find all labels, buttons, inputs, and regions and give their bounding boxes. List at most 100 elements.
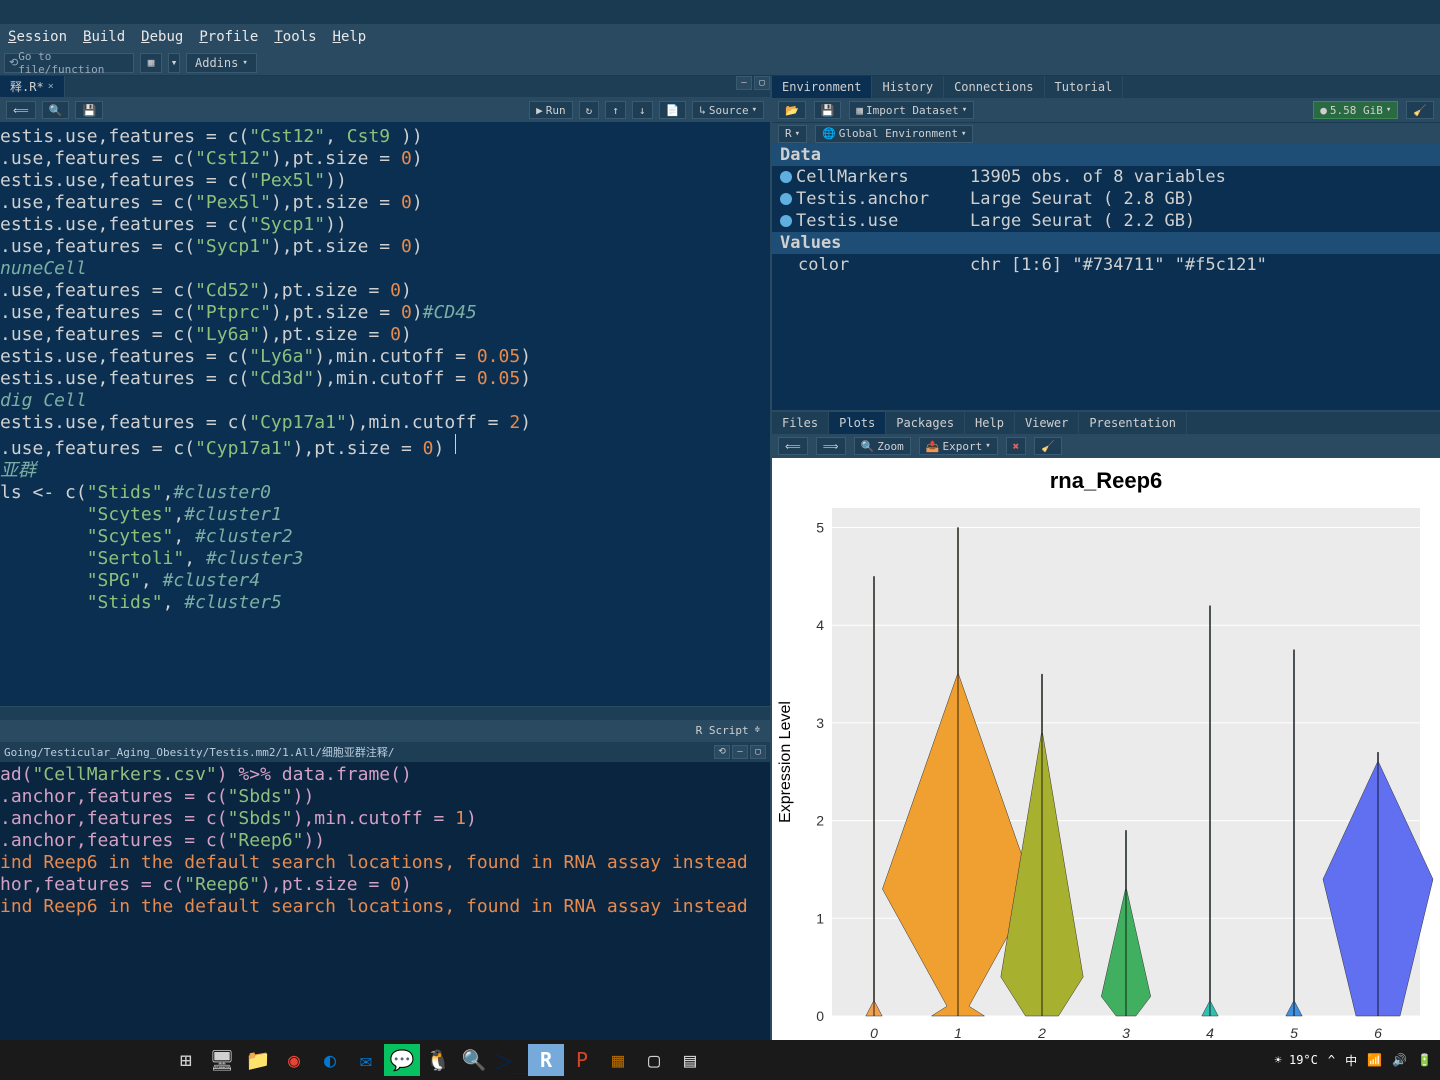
code-line[interactable]: nuneCell — [0, 258, 770, 280]
plots-tab-presentation[interactable]: Presentation — [1079, 412, 1187, 434]
menu-help[interactable]: Help — [333, 29, 367, 45]
memory-usage-indicator[interactable]: ● 5.58 GiB ▾ — [1313, 101, 1398, 119]
env-tab-connections[interactable]: Connections — [944, 76, 1044, 98]
r-engine-selector[interactable]: R ▾ — [778, 125, 807, 143]
plots-tab-plots[interactable]: Plots — [829, 412, 886, 434]
file-type-dropdown-icon[interactable]: ≑ — [755, 725, 760, 735]
qq-icon[interactable]: 🐧 — [420, 1044, 456, 1076]
code-line[interactable]: estis.use,features = c("Cyp17a1"),min.cu… — [0, 412, 770, 434]
load-workspace-icon[interactable]: 📂 — [778, 101, 806, 119]
code-line[interactable]: .use,features = c("Sycp1"),pt.size = 0) — [0, 236, 770, 258]
volume-icon[interactable]: 🔊 — [1392, 1053, 1407, 1067]
terminal-icon[interactable]: ▢ — [636, 1044, 672, 1076]
go-to-file-input[interactable]: ⟲ Go to file/function — [4, 53, 134, 73]
code-line[interactable]: "Scytes", #cluster2 — [0, 526, 770, 548]
notebook-icon[interactable]: 📄 — [659, 101, 687, 119]
zoom-button[interactable]: 🔍 Zoom — [854, 437, 911, 455]
edge-icon[interactable]: ◐ — [312, 1044, 348, 1076]
taskbar-app-1[interactable]: 🖥 — [204, 1044, 240, 1076]
file-explorer-icon[interactable]: 📁 — [240, 1044, 276, 1076]
clear-workspace-icon[interactable]: 🧹 — [1406, 101, 1434, 119]
code-line[interactable]: 亚群 — [0, 460, 770, 482]
code-line[interactable]: .use,features = c("Cd52"),pt.size = 0) — [0, 280, 770, 302]
env-scope-selector[interactable]: 🌐 Global Environment ▾ — [815, 125, 973, 143]
back-nav-icon[interactable]: ⟸ — [6, 101, 36, 119]
code-line[interactable]: estis.use,features = c("Pex5l")) — [0, 170, 770, 192]
code-line[interactable]: .use,features = c("Pex5l"),pt.size = 0) — [0, 192, 770, 214]
menu-debug[interactable]: Debug — [141, 29, 183, 45]
powerpoint-icon[interactable]: P — [564, 1044, 600, 1076]
code-line[interactable]: .use,features = c("Cyp17a1"),pt.size = 0… — [0, 434, 770, 460]
rerun-icon[interactable]: ↻ — [579, 101, 600, 119]
code-line[interactable]: estis.use,features = c("Sycp1")) — [0, 214, 770, 236]
env-value-row[interactable]: colorchr [1:6] "#734711" "#f5c121" — [772, 254, 1440, 276]
env-tab-tutorial[interactable]: Tutorial — [1045, 76, 1124, 98]
menu-session[interactable]: Session — [8, 29, 67, 45]
windows-taskbar[interactable]: ⊞ 🖥 📁 ◉ ◐ ✉ 💬 🐧 🔍 ＞_ R P ▦ ▢ ▤ ☀ 19°C ^ … — [0, 1040, 1440, 1080]
powershell-icon[interactable]: ＞_ — [492, 1044, 528, 1076]
file-type-label[interactable]: R Script — [696, 724, 749, 737]
clear-console-icon[interactable]: ⟲ — [714, 745, 730, 759]
code-line[interactable]: estis.use,features = c("Cd3d"),min.cutof… — [0, 368, 770, 390]
console-output[interactable]: ad("CellMarkers.csv") %>% data.frame().a… — [0, 762, 770, 920]
code-line[interactable]: .use,features = c("Cst12"),pt.size = 0) — [0, 148, 770, 170]
code-line[interactable]: "Stids", #cluster5 — [0, 592, 770, 614]
wechat-icon[interactable]: 💬 — [384, 1044, 420, 1076]
code-line[interactable]: ls <- c("Stids",#cluster0 — [0, 482, 770, 504]
expand-object-icon[interactable] — [780, 215, 792, 227]
plots-tab-packages[interactable]: Packages — [886, 412, 965, 434]
tray-chevron-icon[interactable]: ^ — [1328, 1053, 1335, 1067]
plot-next-icon[interactable]: ⟹ — [816, 437, 846, 455]
source-file-tab[interactable]: 释.R* × — [0, 76, 65, 97]
plots-tab-viewer[interactable]: Viewer — [1015, 412, 1079, 434]
export-button[interactable]: 📤 Export ▾ — [919, 437, 998, 455]
weather-widget[interactable]: ☀ 19°C — [1275, 1053, 1318, 1067]
code-line[interactable]: estis.use,features = c("Ly6a"),min.cutof… — [0, 346, 770, 368]
code-editor[interactable]: estis.use,features = c("Cst12", Cst9 )).… — [0, 122, 770, 706]
menu-build[interactable]: Build — [83, 29, 125, 45]
wifi-icon[interactable]: 📶 — [1367, 1053, 1382, 1067]
env-data-row[interactable]: Testis.anchorLarge Seurat ( 2.8 GB) — [772, 188, 1440, 210]
code-line[interactable]: "Sertoli", #cluster3 — [0, 548, 770, 570]
source-button[interactable]: ↳ Source ▾ — [692, 101, 764, 119]
save-icon[interactable]: 💾 — [75, 101, 103, 119]
battery-icon[interactable]: 🔋 — [1417, 1053, 1432, 1067]
calendar-icon[interactable]: ▤ — [672, 1044, 708, 1076]
code-line[interactable]: estis.use,features = c("Cst12", Cst9 )) — [0, 126, 770, 148]
env-tab-environment[interactable]: Environment — [772, 76, 872, 98]
taskview-icon[interactable]: ⊞ — [168, 1044, 204, 1076]
down-chunk-icon[interactable]: ↓ — [632, 101, 653, 119]
show-doc-icon[interactable]: 🔍 — [42, 101, 70, 119]
code-line[interactable]: dig Cell — [0, 390, 770, 412]
expand-object-icon[interactable] — [780, 193, 792, 205]
chrome-icon[interactable]: ◉ — [276, 1044, 312, 1076]
up-chunk-icon[interactable]: ↑ — [605, 101, 626, 119]
grid-view-button[interactable]: ▦ — [140, 53, 162, 73]
everything-icon[interactable]: 🔍 — [456, 1044, 492, 1076]
code-line[interactable]: .use,features = c("Ly6a"),pt.size = 0) — [0, 324, 770, 346]
remove-plot-icon[interactable]: ✖ — [1006, 437, 1027, 455]
maximize-pane-icon[interactable]: ▢ — [754, 76, 770, 90]
save-workspace-icon[interactable]: 💾 — [814, 101, 842, 119]
clear-plots-icon[interactable]: 🧹 — [1034, 437, 1062, 455]
plots-tab-files[interactable]: Files — [772, 412, 829, 434]
ime-indicator[interactable]: 中 — [1345, 1052, 1357, 1069]
minimize-console-icon[interactable]: — — [732, 745, 748, 759]
close-tab-icon[interactable]: × — [48, 81, 54, 92]
grid-dropdown[interactable]: ▾ — [168, 53, 180, 73]
mail-icon[interactable]: ✉ — [348, 1044, 384, 1076]
rstudio-icon[interactable]: R — [528, 1044, 564, 1076]
menu-profile[interactable]: Profile — [199, 29, 258, 45]
env-data-row[interactable]: Testis.useLarge Seurat ( 2.2 GB) — [772, 210, 1440, 232]
menu-tools[interactable]: Tools — [274, 29, 316, 45]
env-tab-history[interactable]: History — [872, 76, 944, 98]
maximize-console-icon[interactable]: ▢ — [750, 745, 766, 759]
plots-tab-help[interactable]: Help — [965, 412, 1015, 434]
addins-button[interactable]: Addins ▾ — [186, 53, 257, 73]
code-line[interactable]: "Scytes",#cluster1 — [0, 504, 770, 526]
code-line[interactable]: "SPG", #cluster4 — [0, 570, 770, 592]
run-button[interactable]: ▶ Run — [529, 101, 573, 119]
code-line[interactable]: .use,features = c("Ptprc"),pt.size = 0)#… — [0, 302, 770, 324]
plot-prev-icon[interactable]: ⟸ — [778, 437, 808, 455]
editor-hscrollbar[interactable] — [0, 706, 770, 720]
